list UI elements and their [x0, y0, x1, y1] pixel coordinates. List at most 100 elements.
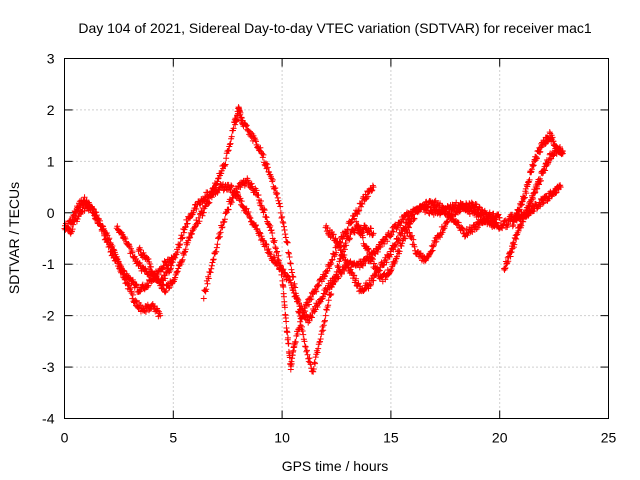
data-point: [145, 255, 152, 262]
data-point: [430, 243, 437, 250]
data-point: [320, 322, 327, 329]
data-point: [125, 241, 132, 248]
data-point: [366, 249, 373, 256]
data-point: [532, 189, 539, 196]
data-point: [263, 214, 270, 221]
data-point: [263, 241, 270, 248]
data-point: [433, 238, 440, 245]
data-point: [368, 225, 375, 232]
data-point: [214, 241, 221, 248]
data-point: [129, 295, 136, 302]
data-point: [182, 224, 189, 231]
data-point: [402, 235, 409, 242]
data-point: [159, 281, 166, 288]
data-point: [393, 225, 400, 232]
data-point: [372, 271, 379, 278]
data-point: [323, 307, 330, 314]
data-point: [460, 227, 467, 234]
x-tick-label: 25: [601, 430, 617, 446]
data-point: [263, 165, 270, 172]
data-point: [341, 251, 348, 258]
data-point: [167, 266, 174, 273]
data-point: [221, 216, 228, 223]
data-point: [311, 359, 318, 366]
data-point: [274, 194, 281, 201]
data-point: [281, 304, 288, 311]
data-point: [289, 269, 296, 276]
data-point: [310, 365, 317, 372]
data-point: [284, 272, 291, 279]
grid-lines: [64, 58, 609, 419]
data-point: [297, 318, 304, 325]
data-point: [282, 231, 289, 238]
data-point: [215, 175, 222, 182]
data-point: [288, 266, 295, 273]
data-point: [315, 282, 322, 289]
data-point: [141, 307, 148, 314]
data-point: [341, 246, 348, 253]
data-point: [354, 222, 361, 229]
data-point: [268, 227, 275, 234]
data-point: [292, 338, 299, 345]
data-point: [115, 258, 122, 265]
data-point: [264, 164, 271, 171]
data-point: [209, 259, 216, 266]
data-point: [228, 133, 235, 140]
data-point: [129, 278, 136, 285]
data-point: [167, 265, 174, 272]
data-point: [369, 255, 376, 262]
data-point: [321, 318, 328, 325]
data-point: [397, 222, 404, 229]
data-point: [271, 237, 278, 244]
data-point: [557, 184, 564, 191]
data-point: [351, 229, 358, 236]
data-point: [172, 254, 179, 261]
data-point: [187, 234, 194, 241]
data-point: [253, 187, 260, 194]
data-point: [252, 222, 259, 229]
data-point: [259, 237, 266, 244]
y-tick-label: -3: [42, 359, 55, 375]
data-point: [210, 256, 217, 263]
data-point: [166, 268, 173, 275]
data-point: [181, 249, 188, 256]
data-point: [318, 328, 325, 335]
data-point: [169, 259, 176, 266]
data-point: [140, 249, 147, 256]
data-point: [317, 338, 324, 345]
data-point: [188, 230, 195, 237]
data-point: [139, 281, 146, 288]
y-tick-label: 1: [47, 153, 55, 169]
data-point: [210, 185, 217, 192]
plot-frame: [64, 58, 609, 419]
data-point: [257, 202, 264, 209]
data-point: [300, 331, 307, 338]
data-point: [456, 208, 463, 215]
data-point: [492, 216, 499, 223]
data-point: [347, 266, 354, 273]
data-point: [304, 351, 311, 358]
data-point: [165, 269, 172, 276]
data-point: [275, 252, 282, 259]
x-tick-label: 0: [61, 430, 69, 446]
data-point: [431, 198, 438, 205]
data-point: [172, 274, 179, 281]
data-point: [182, 223, 189, 230]
data-point: [157, 312, 164, 319]
data-point: [328, 257, 335, 264]
data-point: [348, 219, 355, 226]
data-point: [128, 247, 135, 254]
data-point: [446, 210, 453, 217]
data-point: [321, 272, 328, 279]
data-point: [396, 248, 403, 255]
data-point: [122, 235, 129, 242]
data-point: [209, 191, 216, 198]
data-point: [392, 244, 399, 251]
data-point: [217, 229, 224, 236]
series-trace-g: [322, 197, 503, 295]
data-point: [358, 229, 365, 236]
data-point: [278, 271, 285, 278]
data-point: [220, 187, 227, 194]
data-point: [399, 240, 406, 247]
data-point: [331, 275, 338, 282]
